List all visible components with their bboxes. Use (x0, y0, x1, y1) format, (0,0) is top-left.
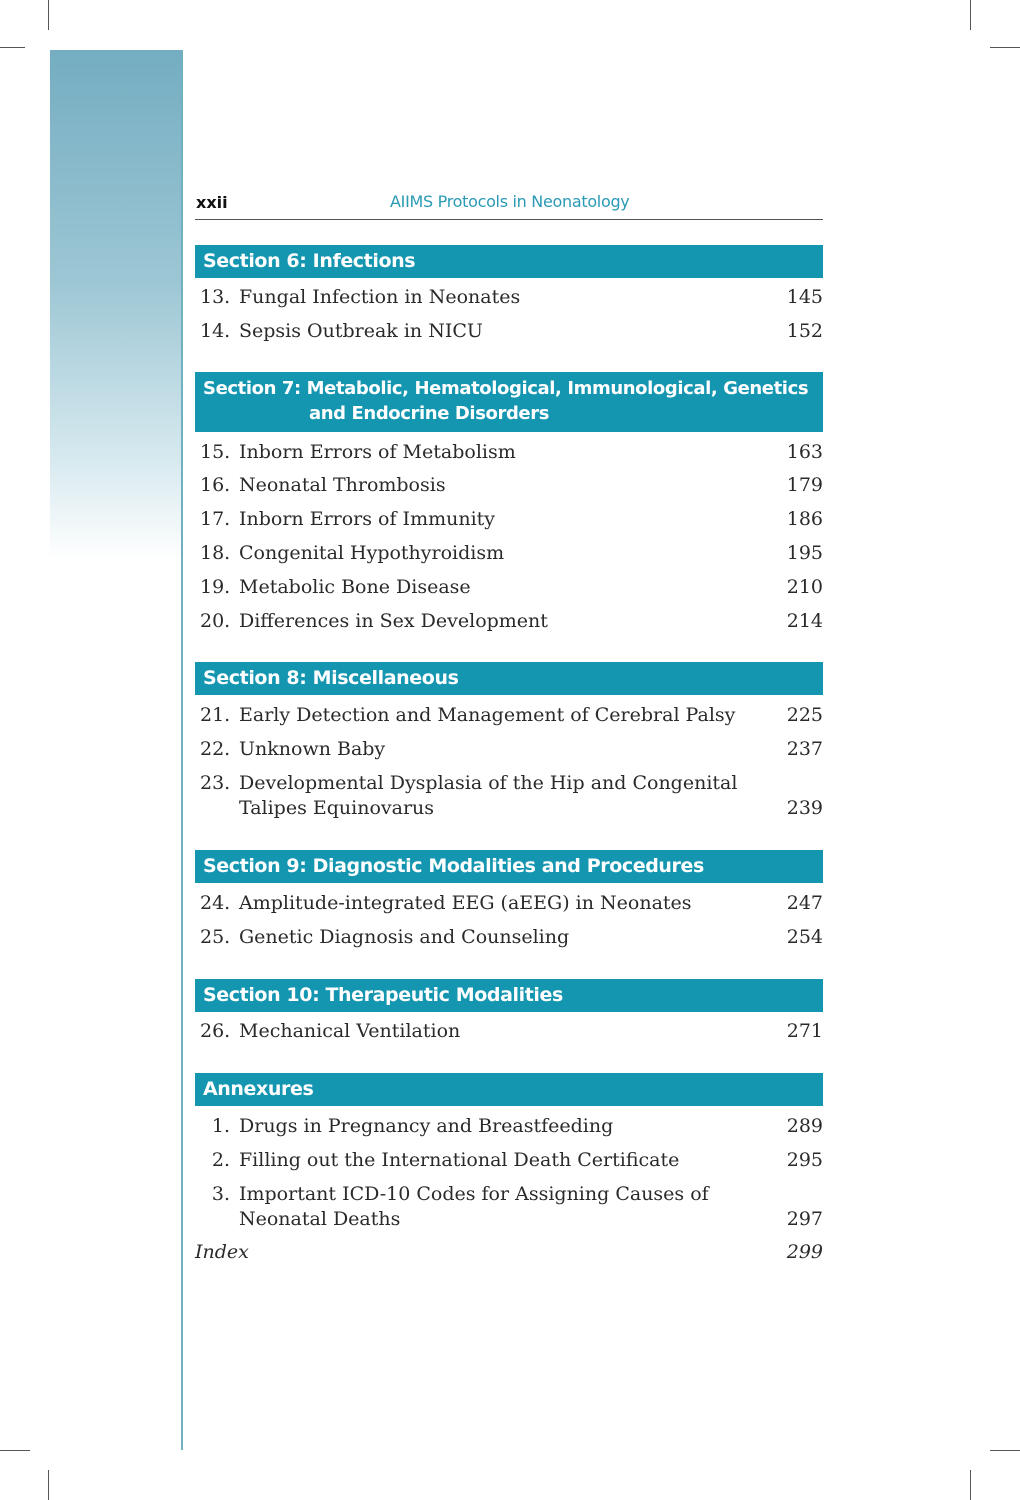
entry-page: 297 (786, 1208, 823, 1230)
entry-page: 145 (786, 286, 823, 308)
crop-mark (0, 47, 25, 48)
entry-page: 239 (786, 797, 823, 819)
section-title: Annexures (203, 1078, 314, 1100)
toc-entry[interactable]: 18. Congenital Hypothyroidism 195 (200, 541, 823, 566)
entry-page: 152 (786, 320, 823, 342)
section-header: Section 6: Infections (195, 245, 823, 278)
entry-title: Congenital Hypothyroidism (239, 542, 505, 564)
entry-title: Drugs in Pregnancy and Breastfeeding (239, 1115, 614, 1137)
entry-number: 1. (211, 1115, 230, 1137)
entry-number: 24. (200, 892, 231, 914)
entry-title: Genetic Diagnosis and Counseling (239, 926, 570, 948)
entry-title: Metabolic Bone Disease (239, 576, 471, 598)
crop-mark (48, 1470, 49, 1500)
crop-mark (970, 0, 971, 30)
entry-page: 237 (786, 738, 823, 760)
entry-number: 26. (200, 1020, 231, 1042)
section-header: Annexures (195, 1073, 823, 1106)
toc-entry[interactable]: 19. Metabolic Bone Disease 210 (200, 575, 823, 600)
entry-title: Developmental Dysplasia of the Hip and C… (239, 772, 738, 819)
section-title: Section 7: Metabolic, Hematological, Imm… (203, 378, 809, 399)
section-title-line2: and Endocrine Disorders (309, 403, 550, 424)
entry-number: 13. (200, 286, 231, 308)
entry-title: Filling out the International Death Cert… (239, 1149, 680, 1171)
entry-number: 18. (200, 542, 231, 564)
toc-entry[interactable]: 16. Neonatal Thrombosis 179 (200, 473, 823, 498)
section-title: Section 10: Therapeutic Modalities (203, 984, 563, 1006)
toc-entry[interactable]: 13. Fungal Infection in Neonates 145 (200, 285, 823, 310)
entry-number: 16. (200, 474, 231, 496)
toc-entry[interactable]: 25. Genetic Diagnosis and Counseling 254 (200, 925, 823, 950)
entry-number: 17. (200, 508, 231, 530)
entry-number: 23. (200, 772, 231, 794)
entry-title: Inborn Errors of Immunity (239, 508, 496, 530)
toc-entry[interactable]: 14. Sepsis Outbreak in NICU 152 (200, 319, 823, 344)
entry-title: Inborn Errors of Metabolism (239, 441, 516, 463)
crop-mark (990, 47, 1020, 48)
entry-page: 179 (786, 474, 823, 496)
index-page: 299 (786, 1241, 823, 1263)
toc-entry[interactable]: 1. Drugs in Pregnancy and Breastfeeding 28… (200, 1114, 823, 1139)
entry-title: Fungal Infection in Neonates (239, 286, 521, 308)
section-header: Section 7: Metabolic, Hematological, Imm… (195, 372, 823, 432)
entry-page: 214 (786, 610, 823, 632)
entry-page: 186 (786, 508, 823, 530)
entry-title: Unknown Baby (239, 738, 386, 760)
header-rule (195, 219, 823, 220)
decorative-sidebar (50, 50, 183, 560)
entry-page: 295 (786, 1149, 823, 1171)
entry-page: 195 (786, 542, 823, 564)
toc-entry[interactable]: 2. Filling out the International Death Ce… (200, 1148, 823, 1173)
entry-title: Neonatal Thrombosis (239, 474, 446, 496)
toc-entry[interactable]: 3. Important ICD-10 Codes for Assigning C… (200, 1182, 823, 1232)
section-title: Section 8: Miscellaneous (203, 667, 459, 689)
crop-mark (0, 1450, 30, 1451)
entry-number: 2. (211, 1149, 230, 1171)
entry-page: 163 (786, 441, 823, 463)
entry-number: 14. (200, 320, 231, 342)
toc-entry[interactable]: 24. Amplitude-integrated EEG (aEEG) in Ne… (200, 891, 823, 916)
section-header: Section 10: Therapeutic Modalities (195, 979, 823, 1012)
entry-page: 254 (786, 926, 823, 948)
toc-entry[interactable]: 20. Differences in Sex Development 214 (200, 609, 823, 634)
index-label: Index (195, 1241, 249, 1263)
running-header-title: AIIMS Protocols in Neonatology (390, 192, 630, 211)
toc-entry[interactable]: 21. Early Detection and Management of Cer… (200, 703, 823, 728)
entry-page: 271 (786, 1020, 823, 1042)
crop-mark (990, 1450, 1020, 1451)
crop-mark (48, 0, 49, 30)
entry-number: 25. (200, 926, 231, 948)
sidebar-rule (181, 50, 183, 1450)
page-number: xxii (196, 193, 228, 212)
entry-title: Sepsis Outbreak in NICU (239, 320, 483, 342)
entry-title: Differences in Sex Development (239, 610, 548, 632)
section-header: Section 9: Diagnostic Modalities and Pro… (195, 850, 823, 883)
entry-page: 210 (786, 576, 823, 598)
toc-entry[interactable]: 22. Unknown Baby 237 (200, 737, 823, 762)
section-title: Section 9: Diagnostic Modalities and Pro… (203, 855, 704, 877)
entry-title: Important ICD-10 Codes for Assigning Cau… (239, 1183, 709, 1230)
entry-title: Amplitude-integrated EEG (aEEG) in Neona… (239, 892, 692, 914)
crop-mark (970, 1470, 971, 1500)
section-title: Section 6: Infections (203, 250, 416, 272)
toc-entry[interactable]: 26. Mechanical Ventilation 271 (200, 1019, 823, 1044)
entry-number: 21. (200, 704, 231, 726)
entry-title: Early Detection and Management of Cerebr… (239, 704, 736, 726)
entry-number: 22. (200, 738, 231, 760)
entry-page: 225 (786, 704, 823, 726)
toc-entry[interactable]: 15. Inborn Errors of Metabolism 163 (200, 440, 823, 465)
entry-number: 15. (200, 441, 231, 463)
entry-number: 20. (200, 610, 231, 632)
toc-entry[interactable]: 17. Inborn Errors of Immunity 186 (200, 507, 823, 532)
entry-page: 289 (786, 1115, 823, 1137)
entry-title: Mechanical Ventilation (239, 1020, 461, 1042)
section-header: Section 8: Miscellaneous (195, 662, 823, 695)
toc-entry-index[interactable]: Index 299 (195, 1240, 823, 1265)
entry-number: 3. (211, 1183, 230, 1205)
toc-entry[interactable]: 23. Developmental Dysplasia of the Hip an… (200, 771, 823, 821)
entry-number: 19. (200, 576, 231, 598)
entry-page: 247 (786, 892, 823, 914)
